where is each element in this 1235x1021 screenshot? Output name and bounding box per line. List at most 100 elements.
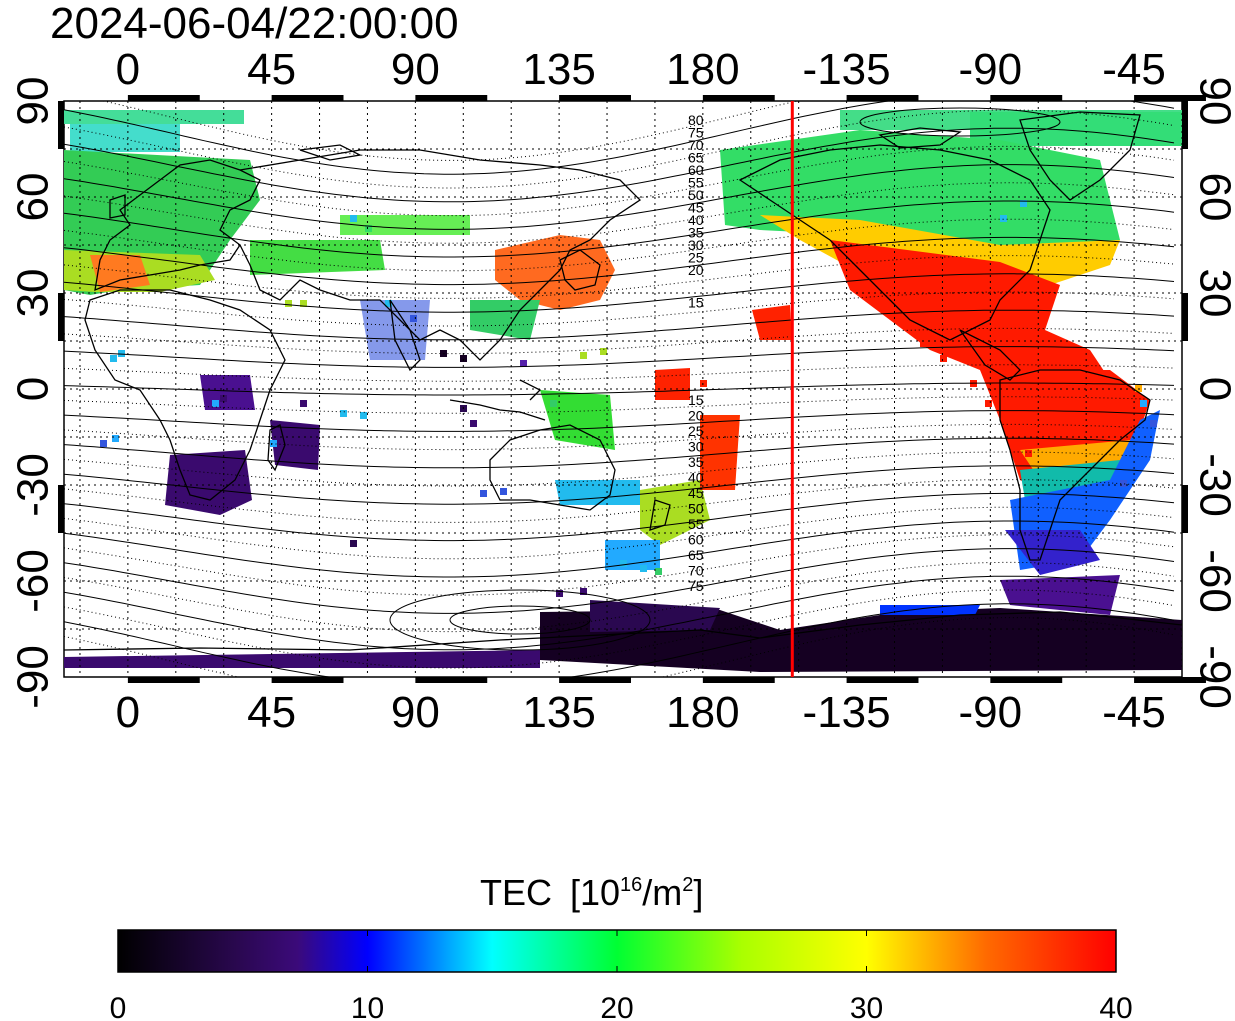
- y-tick-label-right: 60: [1190, 173, 1235, 222]
- contour-label-north: 60: [688, 162, 704, 178]
- contour-label-north: 55: [688, 175, 704, 191]
- colorbar-unit-mid: /m: [642, 872, 682, 913]
- x-tick-label-top: 90: [391, 45, 440, 94]
- colorbar-title: TEC [1016/m2]: [480, 872, 703, 913]
- contour-label-south: 65: [688, 547, 704, 563]
- tec-scatter-point: [350, 540, 357, 547]
- tec-patch-south-pole-strip: [64, 650, 540, 668]
- colorbar-tick-label: 10: [351, 992, 384, 1021]
- y-tick-label-left: 90: [9, 77, 58, 126]
- contour-label-north: 75: [688, 125, 704, 141]
- central-america-coastline: [959, 329, 1021, 381]
- tec-scatter-point: [720, 425, 727, 432]
- colorbar: TEC [1016/m2] 0 10 20 30 40: [110, 872, 1133, 1021]
- colorbar-unit-base: [10: [570, 872, 620, 913]
- contour-line: [64, 182, 1175, 244]
- contour-line: [64, 127, 1175, 203]
- borneo-coastline: [519, 379, 542, 401]
- tec-scatter-point: [470, 420, 477, 427]
- contour-line: [64, 589, 1175, 669]
- north-america-coastline: [738, 144, 1051, 341]
- tec-scatter-point: [1150, 420, 1157, 427]
- contour-label-south: 55: [688, 516, 704, 532]
- graticule: [64, 101, 1182, 677]
- colorbar-gradient: [117, 929, 1117, 973]
- contour-line: [64, 617, 1175, 677]
- tec-scatter-point: [920, 340, 927, 347]
- tec-scatter-point: [985, 400, 992, 407]
- tec-patch-new-zealand: [640, 480, 710, 545]
- y-tick-label-left: 30: [9, 269, 58, 318]
- tec-scatter-point: [580, 588, 587, 595]
- contour-label-south: 15: [688, 392, 704, 408]
- contour-label-south: 20: [688, 408, 704, 424]
- timestamp-label: 2024-06-04/22:00:00: [50, 0, 459, 48]
- y-tick-label-right: -60: [1190, 549, 1235, 613]
- tec-patch-china: [470, 300, 540, 340]
- tec-scatter-point: [700, 380, 707, 387]
- tec-patch-hawaii: [752, 305, 792, 340]
- coastlines: [64, 111, 1182, 651]
- contour-line: [64, 236, 1175, 286]
- tec-scatter-point: [620, 560, 627, 567]
- contour-line: [64, 273, 1175, 313]
- contour-line: [64, 492, 1175, 542]
- colorbar-unit-end: ]: [693, 872, 703, 913]
- contour-label-north: 70: [688, 137, 704, 153]
- contour-pole-ring: [389, 589, 651, 651]
- africa-coastline: [84, 289, 286, 501]
- frame-tick-bottom: [702, 677, 775, 683]
- contour-line: [64, 548, 1175, 614]
- tec-patch-tasman: [605, 540, 660, 570]
- frame-tick-bottom: [1134, 677, 1206, 683]
- japan-coastline: [559, 249, 601, 291]
- tec-scatter-point: [300, 300, 307, 307]
- y-tick-label-left: -60: [9, 549, 58, 613]
- contour-label-south: 70: [688, 563, 704, 579]
- x-tick-label-bottom: -90: [959, 688, 1023, 737]
- tec-scatter-point: [350, 215, 357, 222]
- tec-scatter-point: [365, 225, 372, 232]
- tec-scatter-point: [1140, 400, 1147, 407]
- x-tick-label-bottom: 90: [391, 688, 440, 737]
- tec-scatter-point: [360, 412, 367, 419]
- contour-label-north: 15: [688, 295, 704, 311]
- colorbar-unit-exp2: 2: [682, 874, 693, 896]
- x-tick-label-top: -45: [1102, 45, 1166, 94]
- colorbar-unit-exp: 16: [620, 874, 642, 896]
- world-map: 8075706560555045403530252015152025303540…: [9, 45, 1235, 737]
- contour-line: [64, 437, 1175, 469]
- tec-scatter-point: [220, 395, 227, 402]
- tec-scatter-point: [580, 352, 587, 359]
- frame-tick-top: [559, 95, 631, 101]
- contour-label-south: 30: [688, 439, 704, 455]
- tec-scatter-point: [550, 400, 557, 407]
- tec-patch-siberia: [340, 215, 470, 235]
- contour-label-north: 45: [688, 200, 704, 216]
- colorbar-tick-label: 30: [850, 992, 883, 1021]
- contour-label-south: 50: [688, 501, 704, 517]
- indonesia-coastline: [449, 399, 546, 421]
- contour-line: [64, 164, 1175, 230]
- tec-scatter-point: [1020, 200, 1027, 207]
- tec-scatter-point: [1025, 450, 1032, 457]
- colorbar-tick-label: 20: [600, 992, 633, 1021]
- y-tick-label-left: 60: [9, 173, 58, 222]
- frame-tick-top: [271, 95, 344, 101]
- frame-tick-bottom: [559, 677, 631, 683]
- contour-line: [64, 451, 1175, 487]
- frame-tick-bottom: [990, 677, 1063, 683]
- frame-tick-top: [846, 95, 919, 101]
- frame-tick-top: [990, 95, 1063, 101]
- tec-patch-antarctic-blue: [880, 605, 980, 615]
- contour-label-south: 60: [688, 532, 704, 548]
- tec-scatter-point: [1040, 590, 1047, 597]
- x-tick-label-top: 45: [247, 45, 296, 94]
- frame-tick-top: [702, 95, 775, 101]
- tec-scatter-point: [900, 210, 907, 217]
- tec-patch-indonesia: [540, 390, 615, 450]
- britain-coastline: [109, 194, 126, 219]
- x-tick-label-bottom: -135: [803, 688, 891, 737]
- tec-scatter-point: [500, 488, 507, 495]
- axis-labels: 0045459090135135180180-135-135-90-90-45-…: [9, 45, 1235, 737]
